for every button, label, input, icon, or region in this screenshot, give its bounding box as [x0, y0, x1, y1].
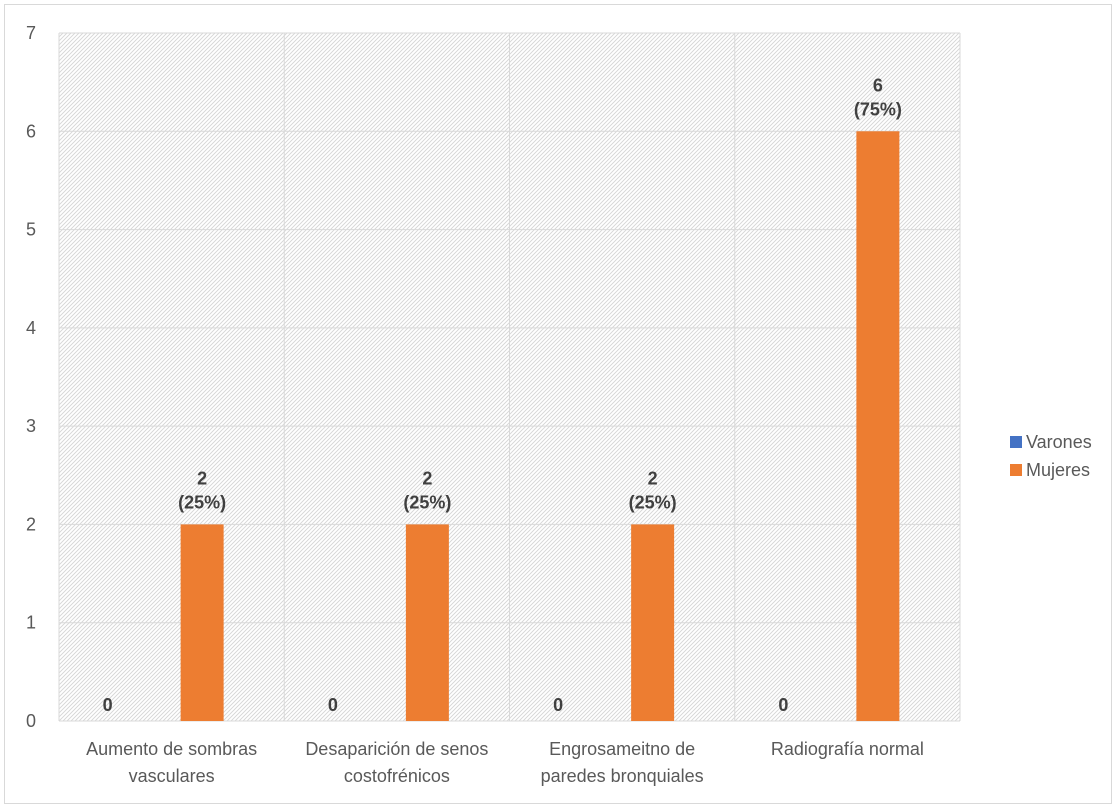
- bars: 0 2 (25%) 0 2 (25%) 0 2 (25%) 0 6 (75%): [103, 75, 902, 722]
- y-tick-label: 1: [26, 613, 36, 633]
- x-category-label: Desaparición de senos costofrénicos: [305, 739, 488, 786]
- y-tick-label: 5: [26, 220, 36, 240]
- legend-item-varones: Varones: [1010, 428, 1092, 456]
- data-label-varones: 0: [553, 695, 563, 715]
- data-label-mujeres: 6 (75%): [854, 75, 902, 119]
- x-category-label: Aumento de sombras vasculares: [86, 739, 257, 786]
- y-axis: 0 1 2 3 4 5 6 7: [26, 23, 36, 731]
- bar-mujeres: [631, 524, 675, 721]
- data-label-varones: 0: [778, 695, 788, 715]
- y-tick-label: 2: [26, 514, 36, 534]
- y-tick-label: 6: [26, 121, 36, 141]
- y-tick-label: 4: [26, 318, 36, 338]
- x-category-label: Engrosameitno de paredes bronquiales: [541, 739, 704, 786]
- data-label-varones: 0: [328, 695, 338, 715]
- bar-mujeres: [180, 524, 224, 721]
- x-category-label: Radiografía normal: [771, 739, 924, 759]
- bar-mujeres: [405, 524, 449, 721]
- data-label-mujeres: 2 (25%): [403, 468, 451, 512]
- gridlines: [58, 32, 961, 722]
- legend-item-mujeres: Mujeres: [1010, 456, 1092, 484]
- legend-label: Varones: [1026, 431, 1092, 452]
- y-tick-label: 7: [26, 23, 36, 43]
- legend: Varones Mujeres: [1010, 428, 1092, 484]
- data-label-mujeres: 2 (25%): [629, 468, 677, 512]
- legend-swatch: [1010, 436, 1022, 448]
- bar-mujeres: [856, 131, 900, 722]
- data-label-mujeres: 2 (25%): [178, 468, 226, 512]
- legend-swatch: [1010, 464, 1022, 476]
- legend-label: Mujeres: [1026, 459, 1091, 480]
- data-label-varones: 0: [103, 695, 113, 715]
- y-tick-label: 0: [26, 711, 36, 731]
- y-tick-label: 3: [26, 416, 36, 436]
- x-axis: Aumento de sombras vasculares Desaparición…: [86, 739, 924, 786]
